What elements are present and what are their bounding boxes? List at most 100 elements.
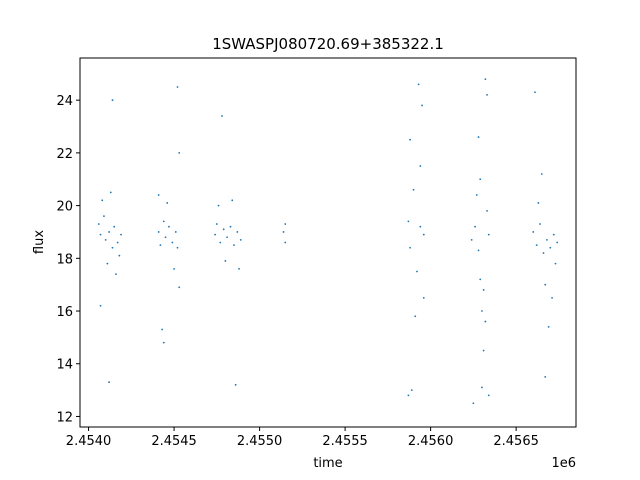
y-tick-label: 22	[56, 147, 73, 162]
data-point	[535, 244, 538, 247]
data-point	[412, 188, 415, 191]
data-point	[477, 249, 480, 252]
data-point	[482, 349, 485, 352]
data-point	[162, 220, 165, 223]
data-point	[475, 194, 478, 196]
data-point	[479, 278, 482, 281]
x-tick-label: 2.4550	[237, 434, 283, 449]
data-point	[164, 236, 167, 239]
data-point	[221, 115, 223, 117]
data-point	[414, 315, 417, 318]
data-point	[157, 231, 160, 233]
data-point	[410, 389, 413, 391]
data-point	[214, 233, 217, 236]
data-point	[229, 225, 232, 228]
data-point	[168, 225, 170, 228]
y-axis: 12 14 16 18 20 22 24	[56, 94, 80, 425]
data-point	[486, 209, 488, 212]
data-point	[472, 402, 475, 405]
y-tick-label: 20	[56, 200, 73, 215]
data-points	[97, 78, 559, 405]
data-point	[422, 233, 425, 236]
data-point	[409, 138, 411, 141]
data-point	[159, 244, 162, 247]
data-point	[539, 223, 541, 225]
data-point	[101, 199, 104, 202]
data-point	[236, 231, 239, 233]
data-point	[116, 241, 119, 244]
y-tick-label: 12	[56, 410, 73, 425]
data-point	[108, 231, 110, 233]
data-point	[547, 325, 550, 328]
data-point	[421, 104, 423, 107]
x-tick-label: 2.4560	[408, 434, 454, 449]
data-point	[174, 231, 177, 233]
data-point	[178, 151, 181, 154]
data-point	[111, 246, 114, 249]
data-point	[556, 241, 559, 244]
data-point	[106, 262, 109, 265]
data-point	[554, 262, 557, 265]
data-point	[544, 283, 547, 286]
data-point	[239, 238, 242, 241]
data-point	[103, 215, 105, 218]
data-point	[477, 136, 480, 138]
data-point	[171, 241, 174, 244]
data-point	[532, 231, 535, 233]
data-point	[222, 228, 225, 231]
data-point	[178, 286, 181, 289]
y-tick-label: 18	[56, 252, 73, 267]
data-point	[282, 231, 285, 233]
data-point	[284, 223, 287, 225]
data-point	[166, 202, 169, 204]
data-point	[422, 296, 425, 299]
data-point	[484, 320, 487, 323]
data-point	[481, 310, 483, 312]
chart-title: 1SWASPJ080720.69+385322.1	[212, 35, 444, 53]
data-point	[238, 267, 240, 270]
data-point	[542, 252, 545, 254]
data-point	[176, 86, 179, 88]
data-point	[409, 246, 411, 249]
data-point	[481, 386, 483, 389]
data-point	[551, 296, 553, 299]
data-point	[99, 233, 102, 236]
data-point	[118, 254, 121, 257]
data-point	[162, 341, 165, 344]
data-point	[109, 191, 112, 194]
x-tick-label: 2.4545	[151, 434, 197, 449]
data-point	[407, 220, 410, 223]
data-point	[234, 383, 237, 386]
y-tick-label: 14	[56, 358, 73, 373]
data-point	[176, 246, 179, 249]
data-point	[537, 202, 540, 204]
data-point	[157, 194, 160, 196]
data-point	[217, 204, 220, 207]
y-tick-label: 24	[56, 94, 73, 109]
data-point	[534, 91, 536, 94]
data-point	[97, 223, 100, 225]
data-point	[487, 394, 490, 397]
data-point	[113, 225, 116, 228]
data-point	[407, 394, 410, 397]
data-point	[479, 178, 482, 181]
data-point	[233, 244, 235, 247]
y-axis-title: flux	[32, 230, 47, 254]
x-offset-label: 1e6	[551, 456, 576, 471]
data-point	[417, 83, 420, 86]
y-tick-label: 16	[56, 305, 73, 320]
data-point	[108, 381, 110, 384]
data-point	[215, 223, 218, 225]
data-point	[173, 267, 175, 270]
plot-frame	[79, 57, 577, 428]
data-point	[486, 94, 488, 96]
data-point	[546, 238, 548, 241]
data-point	[161, 328, 164, 331]
data-point	[549, 246, 552, 249]
x-tick-label: 2.4555	[322, 434, 368, 449]
data-point	[111, 99, 114, 102]
x-tick-label: 2.4565	[493, 434, 539, 449]
data-point	[552, 233, 555, 236]
data-point	[104, 238, 107, 241]
